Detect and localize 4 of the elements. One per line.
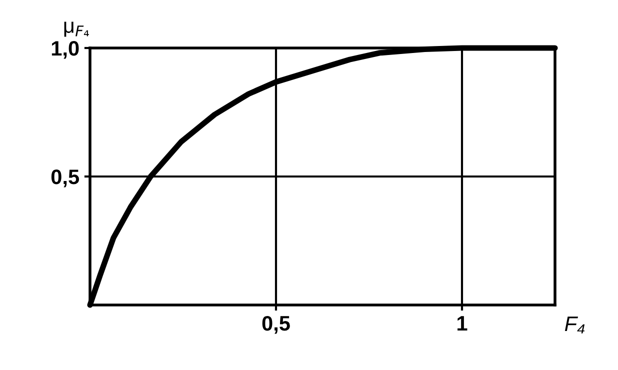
y-axis-title: μ$_{F₄}$ — [64, 22, 89, 37]
x-tick-label: 1 — [458, 316, 468, 331]
x-axis-title: F₄ — [564, 316, 585, 334]
y-tick-label: 1,0 — [52, 41, 79, 59]
